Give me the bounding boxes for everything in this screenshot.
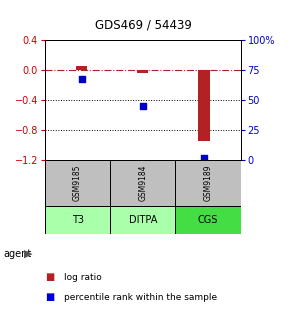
Text: percentile rank within the sample: percentile rank within the sample (64, 293, 217, 302)
Text: T3: T3 (72, 215, 84, 225)
Text: log ratio: log ratio (64, 273, 102, 282)
Text: GSM9189: GSM9189 (204, 165, 213, 201)
Bar (110, 160, 175, 206)
Bar (198, 70, 209, 141)
Text: CGS: CGS (198, 215, 218, 225)
Text: agent: agent (3, 249, 31, 259)
Point (79, 76, 84, 81)
Bar (175, 206, 241, 234)
Bar (76, 67, 87, 70)
Point (140, 103, 145, 109)
Text: ▶: ▶ (24, 249, 32, 259)
Bar (45, 206, 110, 234)
Text: ■: ■ (45, 292, 54, 302)
Bar (175, 160, 241, 206)
Text: GSM9184: GSM9184 (138, 165, 147, 201)
Text: ■: ■ (45, 272, 54, 282)
Bar (110, 206, 175, 234)
Text: GSM9185: GSM9185 (73, 165, 82, 201)
Text: DITPA: DITPA (129, 215, 157, 225)
Bar (137, 70, 148, 73)
Bar (45, 160, 110, 206)
Point (202, 155, 206, 160)
Text: GDS469 / 54439: GDS469 / 54439 (95, 19, 192, 32)
